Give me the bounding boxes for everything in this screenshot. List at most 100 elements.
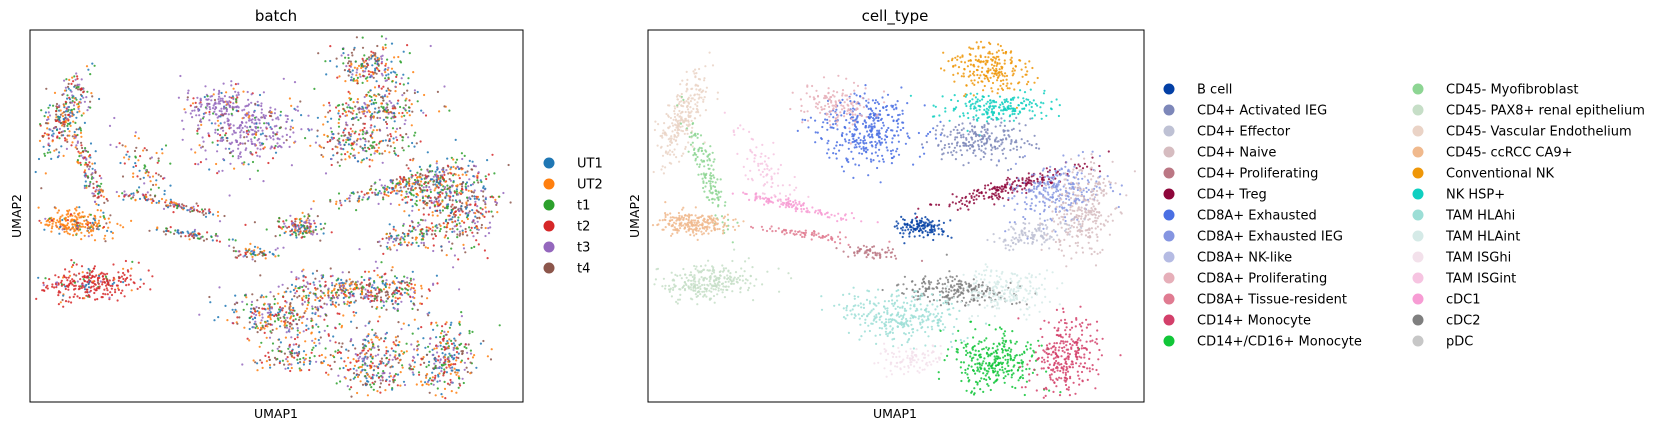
data-point (351, 147, 354, 150)
data-point (272, 131, 275, 134)
data-point (287, 225, 291, 228)
data-point (477, 198, 480, 201)
data-point (393, 356, 396, 359)
data-point (361, 285, 364, 288)
data-point (260, 294, 263, 297)
data-point (89, 156, 92, 159)
data-point (91, 62, 94, 65)
data-point (160, 197, 164, 201)
data-point (392, 141, 395, 144)
data-point (347, 143, 350, 146)
data-point (90, 285, 93, 288)
batch-axes-frame (29, 29, 524, 403)
data-point (288, 312, 291, 315)
data-point (88, 280, 91, 283)
data-point (415, 383, 418, 386)
data-point (363, 296, 366, 299)
data-point (250, 307, 253, 310)
data-point (394, 350, 397, 353)
data-point (75, 209, 78, 212)
data-point (411, 205, 414, 208)
data-point (374, 150, 377, 153)
data-point (157, 173, 160, 176)
data-point (193, 228, 197, 231)
data-point (330, 297, 333, 300)
data-point (348, 278, 351, 281)
data-point (346, 300, 349, 303)
data-point (395, 136, 398, 139)
data-point (241, 126, 244, 130)
data-point (419, 302, 422, 305)
data-point (483, 249, 486, 252)
data-point (404, 99, 407, 102)
data-point (374, 287, 377, 290)
data-point (477, 211, 480, 214)
data-point (436, 203, 439, 206)
data-point (405, 97, 408, 100)
data-point (386, 291, 389, 294)
data-point (443, 206, 447, 210)
data-point (436, 168, 439, 171)
data-point (385, 356, 388, 360)
data-point (666, 152, 669, 156)
data-point (319, 289, 322, 292)
data-point (691, 145, 694, 148)
data-point (662, 129, 665, 132)
data-point (235, 109, 238, 112)
data-point (329, 364, 332, 367)
data-point (479, 179, 482, 182)
data-point (157, 159, 160, 162)
data-point (378, 386, 382, 389)
data-point (447, 222, 450, 225)
data-point (470, 190, 473, 194)
data-point (360, 107, 363, 111)
data-point (364, 355, 367, 358)
data-point (401, 111, 404, 115)
data-point (422, 241, 425, 245)
data-point (232, 322, 235, 325)
data-point (312, 219, 315, 222)
data-point (342, 292, 345, 295)
data-point (382, 252, 385, 255)
data-point (78, 296, 81, 300)
data-point (452, 348, 455, 351)
data-point (208, 110, 211, 114)
data-point (420, 295, 423, 298)
data-point (342, 296, 345, 300)
data-point (331, 294, 334, 297)
data-point (68, 130, 71, 133)
data-point (383, 193, 386, 196)
data-point (373, 281, 376, 284)
data-point (413, 226, 416, 229)
data-point (207, 134, 210, 137)
data-point (301, 302, 304, 305)
data-point (235, 98, 238, 101)
data-point (46, 133, 49, 136)
data-point (264, 114, 267, 117)
data-point (183, 108, 186, 111)
data-point (370, 286, 373, 289)
data-point (64, 300, 68, 303)
data-point (397, 55, 400, 59)
data-point (205, 107, 208, 110)
data-point (686, 87, 689, 90)
data-point (46, 127, 49, 130)
data-point (403, 275, 406, 278)
data-point (325, 371, 328, 374)
data-point (302, 279, 305, 282)
data-point (376, 390, 379, 393)
data-point (477, 243, 480, 246)
data-point (319, 336, 322, 339)
data-point (454, 363, 457, 366)
data-point (210, 122, 213, 125)
data-point (352, 77, 355, 80)
data-point (437, 199, 441, 202)
data-point (303, 300, 306, 303)
data-point (232, 249, 235, 253)
data-point (132, 194, 135, 197)
data-point (428, 360, 431, 363)
data-point (447, 330, 450, 333)
data-point (237, 250, 240, 253)
data-point (54, 221, 58, 224)
data-point (223, 100, 226, 104)
